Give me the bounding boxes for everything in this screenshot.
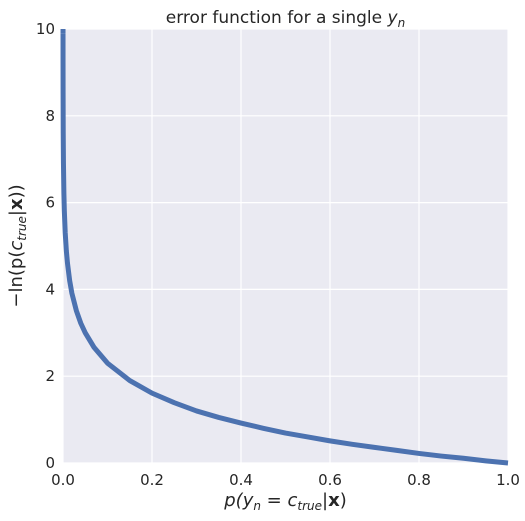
y-axis-label: −ln(p(ctrue|x)) — [6, 184, 29, 307]
y-tick-labels: 0 2 4 6 8 10 — [36, 20, 55, 472]
x-tick-label: 1.0 — [496, 471, 520, 489]
grid — [62, 28, 509, 464]
y-tick-label: 4 — [45, 280, 55, 298]
x-tick-labels: 0.0 0.2 0.4 0.6 0.8 1.0 — [51, 471, 520, 489]
x-tick-label: 0.2 — [140, 471, 164, 489]
chart-title: error function for a single yn — [166, 8, 405, 30]
x-tick-label: 0.0 — [51, 471, 75, 489]
plot-background — [63, 29, 508, 463]
x-tick-label: 0.4 — [229, 471, 253, 489]
y-tick-label: 0 — [45, 454, 55, 472]
y-tick-label: 6 — [45, 194, 55, 212]
y-tick-label: 2 — [45, 367, 55, 385]
series-line — [60, 33, 509, 466]
x-axis-label: p(yn = ctrue|x) — [223, 490, 347, 513]
y-tick-label: 8 — [45, 107, 55, 125]
y-tick-label: 10 — [36, 20, 55, 38]
x-tick-label: 0.6 — [318, 471, 342, 489]
x-tick-label: 0.8 — [407, 471, 431, 489]
data-layer — [60, 29, 509, 466]
